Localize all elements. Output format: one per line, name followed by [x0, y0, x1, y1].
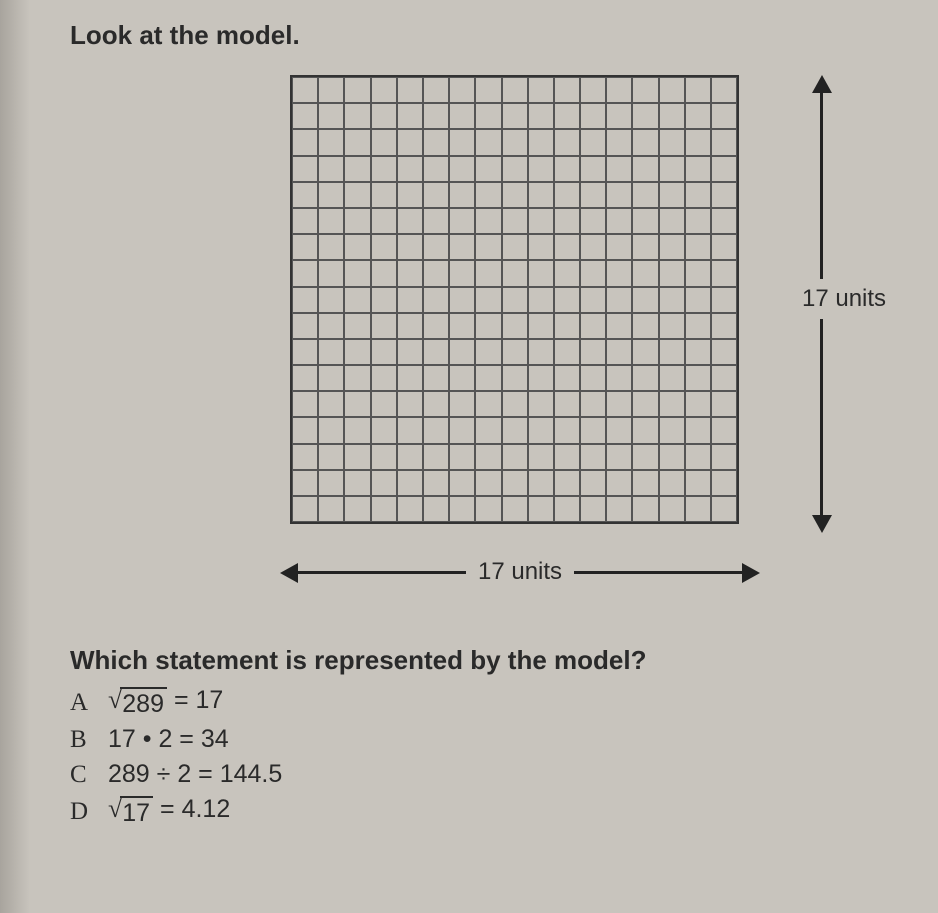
horizontal-dimension-arrow: 17 units: [280, 555, 760, 595]
choice-expression: 289 ÷ 2 = 144.5: [108, 760, 282, 789]
arrow-down-icon: [812, 515, 832, 533]
horizontal-dimension-label: 17 units: [466, 558, 574, 586]
question-text: Which statement is represented by the mo…: [70, 645, 938, 676]
arrow-right-icon: [742, 563, 760, 583]
choice-b[interactable]: B 17 • 2 = 34: [70, 725, 938, 754]
choice-letter: B: [70, 726, 96, 754]
grid-model: [290, 75, 739, 524]
answer-choices: A √ 289 = 17 B 17 • 2 = 34 C 289 ÷ 2 = 1…: [70, 686, 938, 828]
choice-a[interactable]: A √ 289 = 17: [70, 686, 938, 719]
sqrt-icon: √ 289: [108, 687, 167, 719]
sqrt-icon: √ 17: [108, 796, 153, 828]
choice-c[interactable]: C 289 ÷ 2 = 144.5: [70, 760, 938, 789]
vertical-dimension-label: 17 units: [800, 279, 888, 319]
figure: 17 units 17 units: [70, 75, 900, 635]
vertical-dimension-arrow: 17 units: [790, 75, 900, 533]
choice-letter: D: [70, 798, 96, 826]
choice-letter: A: [70, 689, 96, 717]
choice-expression: √ 289 = 17: [108, 686, 223, 719]
choice-letter: C: [70, 761, 96, 789]
prompt-text: Look at the model.: [70, 20, 938, 51]
choice-d[interactable]: D √ 17 = 4.12: [70, 795, 938, 828]
choice-expression: 17 • 2 = 34: [108, 725, 229, 754]
choice-expression: √ 17 = 4.12: [108, 795, 230, 828]
